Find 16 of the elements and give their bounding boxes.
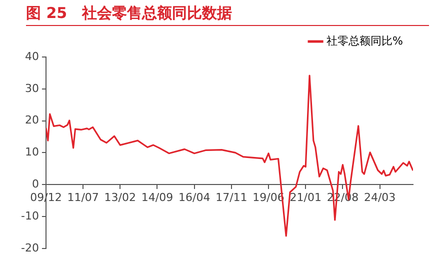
x-tick-label: 16/04 (178, 191, 210, 204)
x-tick-label: 13/02 (104, 191, 136, 204)
y-tick-label: 20 (24, 114, 39, 127)
chart-title: 图 25 社会零售总额同比数据 (26, 4, 429, 26)
x-tick-label: 17/11 (216, 191, 248, 204)
y-tick-label: -20 (21, 241, 39, 254)
y-tick-label: 10 (24, 146, 39, 159)
y-tick-label: 40 (24, 50, 39, 63)
legend-label: 社零总额同比% (326, 34, 403, 48)
y-tick-label: 30 (24, 82, 39, 95)
y-tick-label: 0 (32, 177, 39, 190)
x-tick-label: 11/07 (67, 191, 99, 204)
x-tick-label: 24/03 (364, 191, 396, 204)
x-tick-label: 21/01 (290, 191, 322, 204)
y-tick-label: -10 (21, 209, 39, 222)
x-tick-label: 14/09 (141, 191, 174, 204)
